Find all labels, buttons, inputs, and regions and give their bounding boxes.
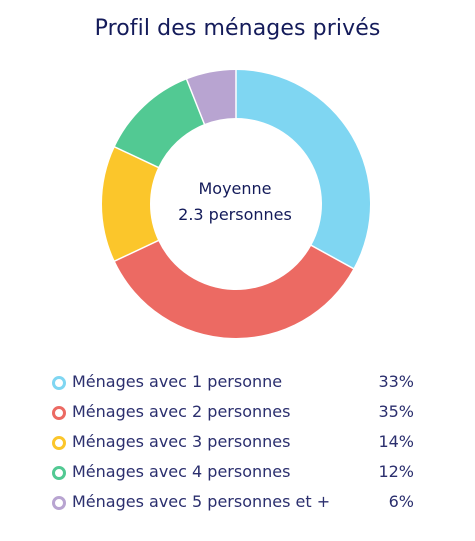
slice-separator-5-plus-persons [185, 78, 206, 126]
legend-marker-1-person [52, 376, 66, 390]
legend-item-5-plus-persons: Ménages avec 5 personnes et + 6% [50, 491, 422, 521]
legend-marker-5-plus-persons [52, 496, 66, 510]
legend-value-5-plus-persons: 6% [388, 492, 414, 511]
legend-item-3-persons: Ménages avec 3 personnes 14% [50, 431, 422, 461]
slice-separator-3-persons [113, 239, 160, 263]
legend-item-1-person: Ménages avec 1 personne 33% [50, 371, 422, 401]
chart-title: Profil des ménages privés [94, 16, 381, 41]
center-label-average: Moyenne [198, 179, 272, 198]
donut-slice-2-persons [114, 240, 354, 339]
legend-marker-2-persons [52, 406, 66, 420]
legend-marker-3-persons [52, 436, 66, 450]
legend-value-2-persons: 35% [378, 402, 414, 421]
legend-value-4-persons: 12% [378, 462, 414, 481]
legend-label-3-persons: Ménages avec 3 personnes [72, 432, 291, 451]
slice-separator-4-persons [113, 145, 160, 169]
legend-marker-4-persons [52, 466, 66, 480]
donut-slice-4-persons [114, 79, 205, 168]
legend-value-3-persons: 14% [378, 432, 414, 451]
legend-label-1-person: Ménages avec 1 personne [72, 372, 283, 391]
donut-slice-3-persons [101, 146, 159, 262]
center-label-value: 2.3 personnes [178, 205, 292, 224]
legend-label-2-persons: Ménages avec 2 personnes [72, 402, 291, 421]
donut-slice-1-person [236, 70, 370, 269]
legend: Ménages avec 1 personne 33% Ménages avec… [50, 371, 422, 521]
legend-item-2-persons: Ménages avec 2 personnes 35% [50, 401, 422, 431]
legend-label-4-persons: Ménages avec 4 personnes [72, 462, 291, 481]
legend-value-1-person: 33% [378, 372, 414, 391]
legend-item-4-persons: Ménages avec 4 personnes 12% [50, 461, 422, 491]
legend-label-5-plus-persons: Ménages avec 5 personnes et + [72, 492, 331, 511]
slice-separator-2-persons [310, 244, 355, 270]
